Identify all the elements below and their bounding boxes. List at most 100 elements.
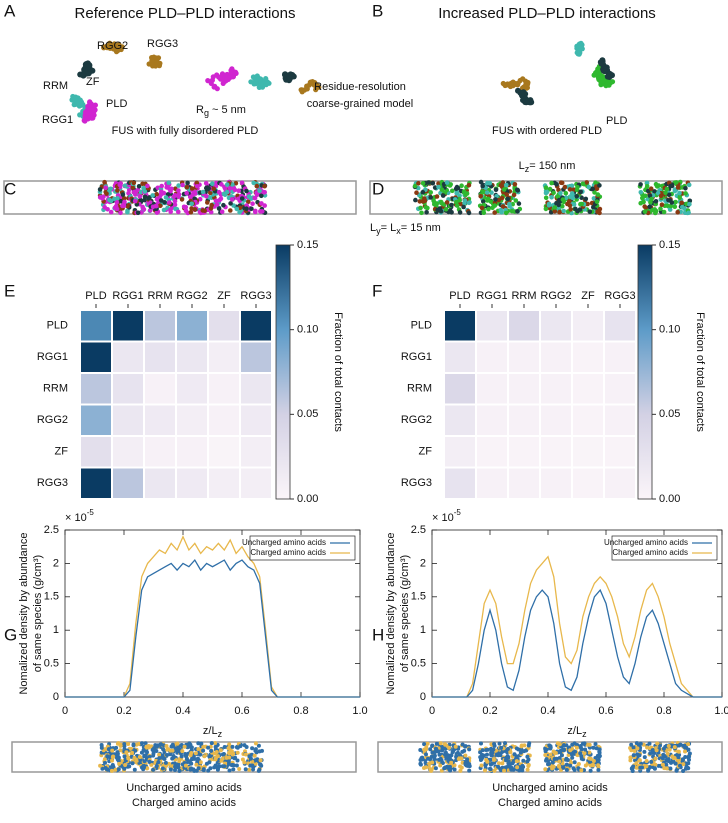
bead <box>460 749 465 754</box>
bead <box>164 185 169 190</box>
colorbar-label: Fraction of total contacts <box>332 312 344 432</box>
bead <box>683 755 688 759</box>
bead <box>443 751 448 755</box>
heatmap-cell <box>603 435 637 469</box>
bead <box>660 756 665 761</box>
bead <box>461 189 467 194</box>
bead <box>219 758 224 763</box>
box-length-label: Lz= 150 nm <box>519 160 576 174</box>
bead <box>196 741 201 746</box>
bead <box>179 754 184 759</box>
bead <box>463 761 468 766</box>
bead <box>224 182 230 187</box>
bead <box>459 183 464 188</box>
bead <box>234 206 240 212</box>
bead <box>201 767 206 772</box>
panel-title: Reference PLD–PLD interactions <box>75 5 296 22</box>
bead <box>198 752 203 757</box>
bead <box>587 759 592 764</box>
bead <box>118 210 123 216</box>
model-note: Residue-resolution <box>314 81 406 93</box>
domain-label: ZF <box>86 76 100 88</box>
bead <box>585 201 590 207</box>
heatmap-cell <box>443 403 477 437</box>
bead <box>458 768 463 773</box>
bead <box>161 207 167 213</box>
bead <box>428 747 433 752</box>
bead <box>571 766 576 771</box>
bead <box>597 754 602 758</box>
bead <box>179 743 184 747</box>
bead <box>665 751 670 756</box>
bead <box>653 762 658 767</box>
x-tick-label: 0 <box>429 705 435 717</box>
radius-label-part: g <box>204 108 209 118</box>
bead <box>443 742 448 747</box>
bead <box>546 201 552 207</box>
heatmap-cell <box>603 309 637 343</box>
bead <box>630 765 635 770</box>
bead <box>413 197 418 203</box>
bead <box>582 741 587 746</box>
bead <box>459 765 464 770</box>
x-category-label: ZF <box>217 290 231 302</box>
bead <box>243 752 248 757</box>
y-tick-label: 1.5 <box>411 591 426 603</box>
bead <box>504 756 509 761</box>
y-tick-label: 0.5 <box>44 658 59 670</box>
bead <box>439 200 444 206</box>
bead <box>130 750 135 755</box>
bead <box>664 186 670 192</box>
bead <box>499 195 505 201</box>
bead <box>213 198 219 204</box>
bead <box>486 206 491 212</box>
bead <box>683 186 688 191</box>
bead <box>504 182 509 188</box>
bead <box>170 748 175 753</box>
bead <box>189 751 194 755</box>
bead <box>640 195 645 201</box>
bead <box>99 743 104 747</box>
y-axis-label: of same species (g/cm³) <box>32 555 44 672</box>
bead <box>179 197 185 202</box>
bead <box>147 759 152 764</box>
x-category-label: RGG3 <box>604 290 635 302</box>
bead <box>253 758 258 763</box>
y-tick-label: 0 <box>420 691 426 703</box>
bead <box>681 762 686 767</box>
x-axis-label-part: z <box>218 729 223 739</box>
bead <box>552 205 558 210</box>
heatmap-cell <box>603 340 637 374</box>
bead <box>121 201 127 207</box>
bead <box>478 194 484 199</box>
bead <box>515 188 521 193</box>
bead <box>653 756 658 761</box>
bead <box>167 200 172 205</box>
bead <box>168 209 173 214</box>
bead <box>564 762 569 767</box>
bead <box>239 196 245 201</box>
bead <box>481 753 486 758</box>
bead <box>109 768 114 773</box>
bead <box>444 200 450 205</box>
bead <box>512 182 518 187</box>
bead <box>518 750 523 755</box>
x-axis-label: z/Lz <box>567 725 587 739</box>
bead <box>135 210 141 216</box>
bead <box>219 209 225 214</box>
bead <box>554 182 559 187</box>
bead <box>480 748 485 753</box>
bead <box>577 50 583 56</box>
x-category-label: RGG1 <box>476 290 507 302</box>
bead <box>478 179 484 185</box>
bead <box>102 757 107 762</box>
colorbar-tick-label: 0.05 <box>659 408 680 420</box>
bead <box>525 767 530 772</box>
bead <box>192 189 198 195</box>
bead <box>506 759 511 764</box>
panel-letter: E <box>4 281 15 300</box>
bead <box>164 744 169 748</box>
bead <box>123 763 128 767</box>
bead <box>260 209 265 214</box>
